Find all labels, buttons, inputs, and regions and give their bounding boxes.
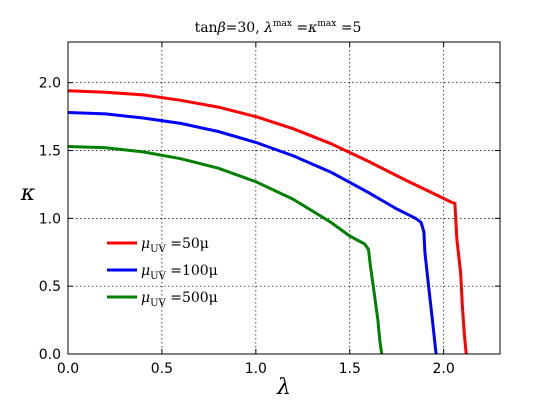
legend-sub: UV bbox=[150, 271, 166, 282]
legend-value: =500μ bbox=[166, 290, 218, 306]
legend-label-0: μUV =50μ bbox=[141, 236, 209, 255]
legend-sub: UV bbox=[150, 244, 166, 255]
legend-mu: μ bbox=[141, 263, 150, 279]
y-tick-label: 0.5 bbox=[39, 279, 61, 295]
y-tick-label: 1.0 bbox=[39, 211, 61, 227]
x-tick-label: 1.0 bbox=[245, 361, 267, 377]
legend-mu: μ bbox=[141, 236, 150, 252]
legend-mu: μ bbox=[141, 290, 150, 306]
ticks bbox=[67, 42, 500, 355]
legend-value: =100μ bbox=[166, 263, 218, 279]
legend-label-1: μUV =100μ bbox=[141, 263, 218, 282]
series-line-2 bbox=[67, 145, 384, 355]
x-tick-label: 0.5 bbox=[151, 361, 173, 377]
legend-label-2: μUV =500μ bbox=[141, 290, 218, 309]
chart-title: tanβ=30, λmax =κmax =5 bbox=[195, 19, 362, 36]
tick-labels: 0.0 0.5 1.0 1.5 2.0 0.0 0.5 1.0 1.5 2.0 bbox=[39, 76, 455, 377]
y-axis-title: κ bbox=[20, 181, 36, 206]
grid bbox=[67, 42, 500, 355]
series-line-0 bbox=[67, 89, 468, 355]
legend-sub: UV bbox=[150, 298, 166, 309]
series-layer bbox=[67, 89, 468, 355]
y-tick-label: 0.0 bbox=[39, 347, 61, 363]
x-tick-label: 1.5 bbox=[339, 361, 361, 377]
y-tick-label: 1.5 bbox=[39, 144, 61, 160]
plot-frame bbox=[67, 41, 501, 355]
x-axis-title: λ bbox=[276, 375, 291, 400]
y-tick-label: 2.0 bbox=[39, 76, 61, 92]
legend-value: =50μ bbox=[166, 236, 209, 252]
x-tick-label: 0.0 bbox=[57, 361, 79, 377]
x-tick-label: 2.0 bbox=[433, 361, 455, 377]
series-line-1 bbox=[67, 111, 438, 355]
